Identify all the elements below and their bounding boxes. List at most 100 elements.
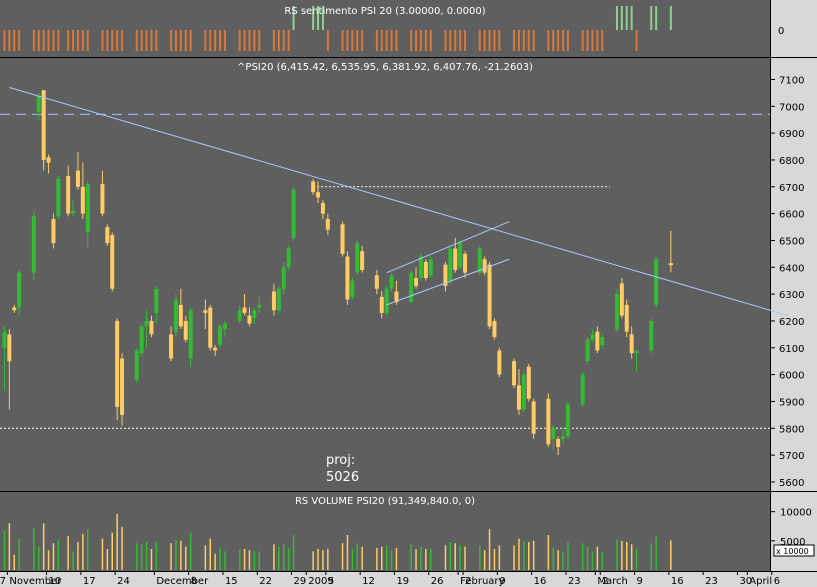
price-tick-label: 6100	[779, 344, 804, 355]
candle-body	[320, 202, 325, 214]
price-tick-label: 6300	[779, 290, 804, 301]
candle-body	[629, 334, 634, 354]
candle-body	[414, 278, 419, 287]
price-panel	[0, 58, 770, 490]
x-tick-label: 30	[739, 576, 752, 587]
candle-body	[418, 256, 423, 279]
candle-body	[281, 267, 286, 289]
price-tick-label: 6200	[779, 317, 804, 328]
candle-body	[105, 227, 110, 244]
trend-line	[386, 221, 510, 274]
candle-body	[600, 337, 605, 346]
x-tick-label: 23	[705, 576, 718, 587]
candle-body	[75, 170, 80, 187]
candle-body	[595, 331, 600, 351]
candle-body	[56, 178, 61, 217]
candle-body	[218, 326, 223, 346]
candle-body	[36, 95, 41, 112]
candle-body	[340, 224, 345, 254]
candle-body	[41, 90, 46, 160]
candle-body	[409, 272, 414, 303]
candle-body	[512, 361, 517, 386]
x-tick-label: November	[9, 576, 62, 587]
candle-body	[482, 259, 487, 273]
candle-body	[242, 307, 247, 313]
candle-body	[561, 436, 566, 440]
trend-line	[9, 87, 789, 317]
candle-body	[590, 334, 595, 340]
candle-body	[66, 176, 71, 214]
sentiment-title: RS sentimento PSI 20 (3.00000, 0.0000)	[284, 6, 485, 17]
x-tick-label: 12	[362, 576, 375, 587]
candle-body	[286, 248, 291, 268]
x-tick-label: 6	[774, 576, 780, 587]
candle-body	[188, 310, 193, 359]
candle-body	[110, 235, 115, 289]
x-tick-label: 19	[396, 576, 409, 587]
trend-line	[386, 258, 510, 306]
candle-body	[31, 216, 36, 273]
candle-body	[316, 192, 321, 198]
price-tick-label: 6600	[779, 210, 804, 221]
candle-body	[668, 263, 673, 266]
candle-body	[115, 320, 120, 407]
x-tick-label: 8	[191, 576, 197, 587]
candle-body	[276, 288, 281, 311]
candle-body	[565, 404, 570, 437]
price-tick-label: 5800	[779, 424, 804, 435]
price-tick-label: 6900	[779, 129, 804, 140]
candle-body	[394, 291, 399, 303]
price-tick-label: 5900	[779, 397, 804, 408]
candle-body	[325, 218, 330, 230]
candle-body	[237, 310, 242, 321]
candle-body	[154, 288, 159, 313]
x-tick-label: March	[597, 576, 627, 587]
volume-bars	[3, 514, 672, 570]
candle-body	[2, 331, 7, 348]
price-tick-label: 6400	[779, 263, 804, 274]
price-tick-label: 7100	[779, 75, 804, 86]
candle-body	[247, 315, 252, 324]
candle-body	[546, 398, 551, 445]
candle-body	[208, 307, 213, 348]
x-tick-label: 24	[117, 576, 130, 587]
x-tick-label: 2009	[308, 576, 333, 587]
candle-body	[463, 253, 468, 273]
price-y-axis: 7100 7000 6900 6800 6700 6600 6500 6400 6300 6200…	[770, 75, 804, 489]
price-tick-label: 5600	[779, 478, 804, 489]
x-tick-label: February	[460, 576, 504, 587]
candle-body	[46, 157, 51, 163]
candle-body	[173, 299, 178, 332]
x-tick-label: December	[156, 576, 209, 587]
candle-body	[614, 294, 619, 330]
candle-body	[144, 320, 149, 327]
candle-body	[169, 334, 174, 359]
candle-body	[556, 439, 561, 448]
x-axis-area	[0, 571, 817, 587]
proj-value: 5026	[326, 470, 359, 485]
trend-lines	[9, 87, 789, 317]
candle-body	[7, 334, 12, 362]
candle-body	[12, 307, 17, 311]
price-tick-label: 7000	[779, 102, 804, 113]
candle-body	[580, 374, 585, 405]
volume-title: RS VOLUME PSI20 (91,349,840.0, 0)	[295, 496, 475, 507]
x-tick-label: 22	[259, 576, 272, 587]
x-tick-label: 16	[534, 576, 547, 587]
candle-body	[649, 320, 654, 351]
candle-body	[71, 210, 76, 214]
candle-body	[134, 350, 139, 380]
price-tick-label: 5700	[779, 451, 804, 462]
candle-body	[345, 256, 350, 300]
volume-panel	[0, 492, 770, 571]
candle-body	[443, 264, 448, 287]
candle-body	[149, 320, 154, 335]
candle-body	[213, 347, 218, 351]
x-tick-label: 23	[568, 576, 581, 587]
candle-body	[619, 283, 624, 316]
candle-body	[100, 184, 105, 214]
candlesticks	[2, 90, 673, 456]
candle-body	[428, 259, 433, 276]
candle-body	[551, 428, 556, 440]
candle-body	[492, 320, 497, 338]
